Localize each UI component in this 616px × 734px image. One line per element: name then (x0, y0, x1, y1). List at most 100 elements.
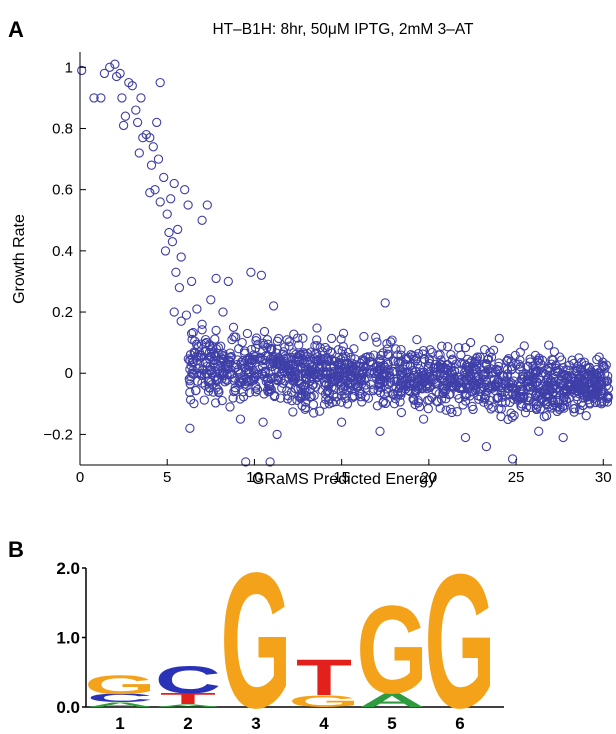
data-point (192, 364, 202, 374)
data-point (381, 384, 392, 394)
data-point (305, 384, 315, 395)
data-point (519, 341, 529, 351)
data-point (580, 381, 590, 392)
data-point (324, 399, 334, 409)
data-point (152, 117, 162, 128)
data-point (502, 355, 513, 365)
data-point (454, 343, 464, 353)
logo-letter-g: G (424, 534, 495, 734)
data-point (361, 380, 371, 390)
data-point (448, 381, 458, 391)
data-point (382, 344, 392, 354)
panel-a-label: A (8, 17, 24, 42)
data-point (555, 378, 565, 389)
logo-letter-c: C (155, 658, 221, 701)
data-point (435, 403, 445, 413)
data-point (431, 363, 441, 373)
data-point (296, 383, 306, 393)
data-point (515, 391, 525, 402)
data-point (349, 391, 360, 401)
data-point (406, 349, 416, 360)
logo-position-label: 6 (455, 714, 464, 733)
data-point (192, 376, 203, 386)
data-point (492, 394, 502, 404)
data-point (223, 276, 233, 287)
data-point (268, 301, 279, 311)
data-point (433, 397, 443, 407)
data-point (376, 350, 386, 361)
data-point (423, 404, 433, 414)
data-point (540, 385, 551, 396)
data-point (298, 359, 308, 369)
data-point (320, 380, 330, 391)
data-point (395, 377, 406, 387)
data-point (202, 200, 212, 210)
data-point (110, 59, 120, 69)
data-point (525, 371, 535, 381)
data-point (388, 389, 398, 399)
data-point (445, 404, 456, 414)
data-point (321, 373, 332, 383)
data-point (160, 246, 171, 256)
data-point (210, 334, 220, 344)
data-point (576, 398, 587, 408)
data-point (191, 385, 201, 396)
data-point (155, 77, 165, 88)
data-point (530, 379, 540, 389)
data-point (438, 388, 448, 398)
data-point (134, 148, 144, 158)
data-point (594, 398, 605, 408)
data-point (272, 358, 282, 368)
x-tick-label: 30 (595, 469, 612, 486)
data-point (258, 417, 268, 427)
data-point (548, 387, 558, 398)
y-tick-label: 0.6 (52, 182, 73, 199)
data-point (599, 376, 609, 386)
data-point (206, 295, 216, 305)
data-point (228, 393, 238, 403)
chart-title: HT–B1H: 8hr, 50μM IPTG, 2mM 3–AT (212, 21, 474, 38)
data-point (496, 404, 506, 414)
data-point (278, 349, 288, 359)
data-point (555, 352, 565, 362)
data-point (197, 319, 207, 329)
data-point (433, 363, 443, 373)
data-point (290, 383, 300, 394)
data-point (372, 366, 383, 376)
data-point (206, 377, 216, 387)
data-point (384, 368, 394, 378)
data-point (338, 375, 348, 385)
data-point (516, 401, 527, 411)
data-point (120, 111, 131, 121)
data-point (518, 371, 528, 381)
data-point (486, 404, 496, 414)
data-point (288, 360, 298, 370)
data-point (153, 154, 164, 164)
data-point (337, 346, 347, 356)
logo-position-label: 3 (251, 714, 260, 733)
data-point (283, 360, 293, 370)
data-point (410, 399, 420, 410)
logo-letter-t: T (296, 649, 352, 706)
data-point (496, 411, 506, 422)
data-point (269, 358, 279, 369)
data-point (238, 375, 248, 386)
data-point (221, 359, 231, 369)
data-point (77, 65, 87, 76)
data-point (298, 333, 308, 343)
data-point (197, 215, 207, 225)
data-point (425, 345, 435, 355)
logo-letter-g: G (288, 692, 359, 710)
data-point (389, 399, 400, 409)
data-point (180, 185, 190, 195)
data-point (204, 382, 214, 393)
data-point (251, 381, 261, 391)
x-tick-label: 5 (163, 469, 171, 486)
data-point (145, 133, 155, 143)
data-point (574, 388, 584, 399)
data-point (482, 385, 493, 395)
data-point (403, 381, 413, 392)
data-point (562, 371, 573, 382)
